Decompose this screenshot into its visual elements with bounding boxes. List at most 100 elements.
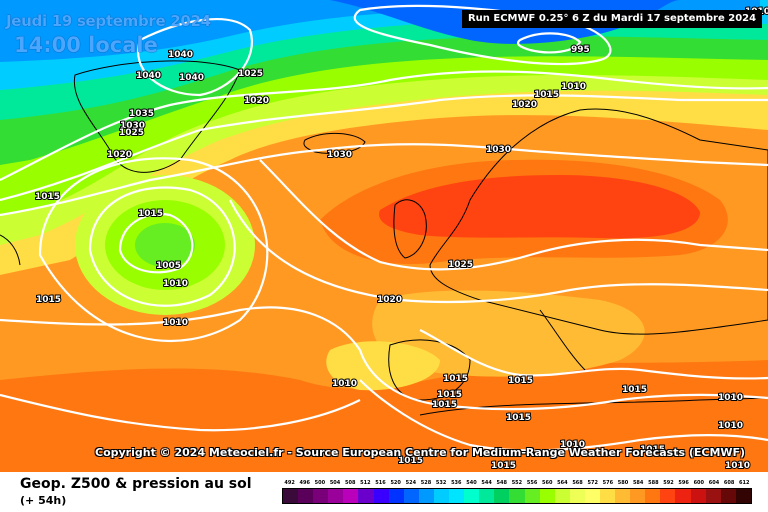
scale-value-label: 540 xyxy=(466,480,477,486)
isobar-1010-south xyxy=(0,393,361,432)
scale-value-label: 612 xyxy=(739,480,750,486)
scale-swatch xyxy=(599,489,616,503)
scale-swatch xyxy=(373,489,389,503)
scale-swatch xyxy=(464,489,480,503)
isobar-labels: 1040 1040 1040 1025 1020 995 1010 1015 1… xyxy=(34,6,768,472)
scale-swatch xyxy=(358,489,374,503)
isobar-label: 1015 xyxy=(437,390,462,400)
scale-swatch xyxy=(343,489,359,503)
scale-swatch xyxy=(403,489,419,503)
isobar-label: 995 xyxy=(571,45,590,55)
scale-swatch xyxy=(554,489,570,503)
europe-coast xyxy=(429,108,768,335)
scale-swatch xyxy=(690,489,706,503)
scale-value-label: 548 xyxy=(496,480,507,486)
italy-coast xyxy=(539,309,586,371)
z500-cutoff-low-core xyxy=(135,223,195,267)
scale-swatch xyxy=(328,489,344,503)
greenland-coast xyxy=(73,60,241,173)
isobar-995 xyxy=(353,4,612,66)
canada-coast xyxy=(0,234,21,266)
isobar-label: 1015 xyxy=(491,461,516,471)
map-svg: 1040 1040 1040 1025 1020 995 1010 1015 1… xyxy=(0,0,768,472)
scale-value-label: 592 xyxy=(663,480,674,486)
british-isles-coast xyxy=(393,199,427,259)
scale-value-label: 564 xyxy=(557,480,568,486)
isobar-1015-africa xyxy=(359,379,768,452)
scale-value-label: 500 xyxy=(314,480,326,486)
isobar-label: 1030 xyxy=(327,150,352,160)
isobar-label: 1030 xyxy=(486,145,511,155)
scale-value-label: 580 xyxy=(617,480,629,486)
scale-swatch xyxy=(735,489,751,503)
scale-value-label: 552 xyxy=(511,480,523,486)
scale-swatch xyxy=(433,489,450,503)
scale-swatch xyxy=(418,489,434,503)
isobar-label: 1015 xyxy=(508,376,533,386)
copyright-notice: Copyright © 2024 Meteociel.fr - Source E… xyxy=(95,446,746,459)
scale-swatch xyxy=(313,489,329,503)
isobar-label: 1005 xyxy=(156,261,181,271)
isobar-label: 1020 xyxy=(107,150,132,160)
isobar-label: 1015 xyxy=(640,445,665,455)
north-africa-coast xyxy=(419,397,768,416)
scale-value-label: 556 xyxy=(526,480,538,486)
isobar-label: 1010 xyxy=(561,82,586,92)
isobar-label: 1015 xyxy=(506,413,531,423)
isobar-label: 1015 xyxy=(398,456,423,466)
isobar-label: 1015 xyxy=(622,385,647,395)
isobar-label: 1035 xyxy=(129,109,154,119)
scale-swatch xyxy=(283,489,299,503)
scale-value-label: 576 xyxy=(602,480,614,486)
color-scale-legend: 492 496 500 504 508 512 516 520 524 528 532 536 540 5… xyxy=(282,478,752,508)
scale-swatch xyxy=(479,489,495,503)
isobar-label: 1010 xyxy=(725,461,750,471)
isobar-label: 1015 xyxy=(35,192,60,202)
isobars xyxy=(0,4,768,452)
isobar-label: 1010 xyxy=(163,279,188,289)
scale-swatch xyxy=(509,489,525,503)
scale-value-label: 544 xyxy=(481,480,492,486)
scale-value-label: 572 xyxy=(587,480,598,486)
scale-value-label: 568 xyxy=(572,480,583,486)
isobar-1015-low xyxy=(38,157,269,343)
scale-swatch xyxy=(298,489,314,503)
isobar-1015-south xyxy=(0,306,768,411)
isobar-label: 1010 xyxy=(163,318,188,328)
scale-value-label: 604 xyxy=(708,480,720,486)
scale-swatch xyxy=(630,489,646,503)
scale-value-label: 588 xyxy=(648,480,659,486)
scale-value-label: 496 xyxy=(299,480,310,486)
forecast-date: Jeudi 19 septembre 2024 xyxy=(6,12,211,30)
isobar-1010-low xyxy=(88,186,236,307)
z500-band-528 xyxy=(0,0,760,62)
isobar-1030 xyxy=(0,143,768,217)
iberia-coast xyxy=(388,339,471,401)
color-scale-swatches xyxy=(282,488,752,504)
isobar-label: 1015 xyxy=(138,209,163,219)
scale-value-label: 584 xyxy=(632,480,644,486)
scale-swatch xyxy=(569,489,585,503)
scale-value-label: 516 xyxy=(375,480,386,486)
iceland-coast xyxy=(303,132,366,155)
scale-value-label: 532 xyxy=(435,480,447,486)
product-title: Geop. Z500 & pression au sol xyxy=(20,476,252,492)
isobar-label: 1010 xyxy=(560,440,585,450)
isobar-label: 1025 xyxy=(238,69,263,79)
scale-value-label: 608 xyxy=(723,480,735,486)
isobar-1020-north xyxy=(0,70,768,181)
model-run-label: Run ECMWF 0.25° 6 Z du Mardi 17 septembr… xyxy=(462,10,762,28)
isobar-label: 1015 xyxy=(443,374,468,384)
isobar-label: 1015 xyxy=(432,400,457,410)
scale-value-label: 512 xyxy=(360,480,371,486)
isobar-1025-ridge xyxy=(259,159,768,271)
isobar-label: 1020 xyxy=(377,295,402,305)
scale-value-label: 520 xyxy=(390,480,401,486)
isobar-label: 1040 xyxy=(168,50,193,60)
isobar-label: 1020 xyxy=(512,100,537,110)
scale-swatch xyxy=(494,489,510,503)
scale-swatch xyxy=(615,489,631,503)
scale-value-label: 560 xyxy=(542,480,553,486)
scale-swatch xyxy=(705,489,721,503)
scale-value-label: 504 xyxy=(329,480,341,486)
